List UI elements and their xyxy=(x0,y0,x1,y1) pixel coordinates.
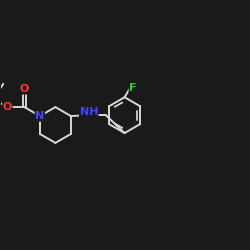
Text: O: O xyxy=(3,102,12,112)
Text: F: F xyxy=(129,83,137,93)
Text: NH: NH xyxy=(80,107,98,117)
Text: O: O xyxy=(20,84,29,94)
Text: N: N xyxy=(35,111,44,121)
